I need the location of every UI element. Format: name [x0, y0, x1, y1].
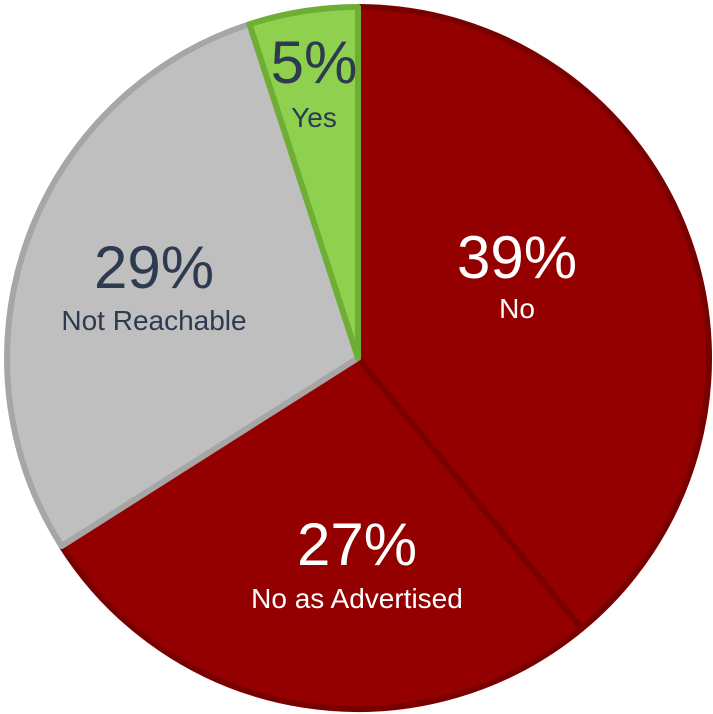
slice-category-label: Not Reachable [61, 305, 246, 336]
slice-percent-label: 5% [271, 29, 358, 96]
slice-category-label: No as Advertised [251, 583, 463, 614]
slice-category-label: No [499, 293, 535, 324]
pie-labels: 39%No 27% No as Advertised 29% Not Reachable… [61, 29, 577, 614]
slice-percent-label: 39% [457, 224, 577, 291]
slice-percent-label: 27% [297, 511, 417, 578]
slice-category-label: Yes [291, 102, 337, 133]
slice-percent-label: 29% [94, 234, 214, 301]
pie-slice-not-reachable [4, 21, 361, 550]
pie-slice-no-as-advertised [58, 355, 585, 712]
pie-slice-no [355, 4, 713, 632]
pie-slices [4, 4, 713, 712]
pie-slice-yes [246, 4, 361, 361]
